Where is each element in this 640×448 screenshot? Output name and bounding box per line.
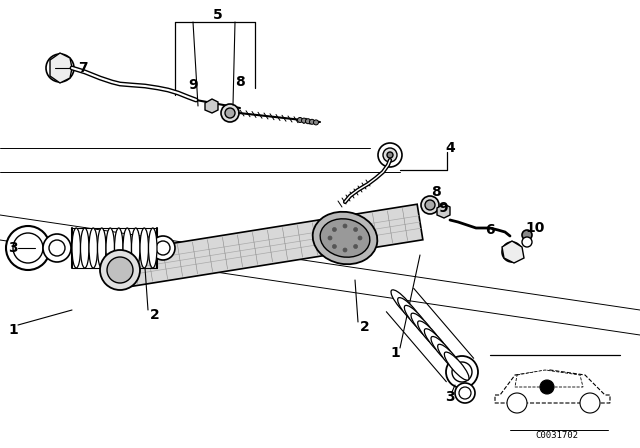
Ellipse shape: [72, 228, 81, 268]
Text: C0031702: C0031702: [536, 431, 579, 439]
Circle shape: [298, 117, 303, 122]
Circle shape: [540, 380, 554, 394]
Ellipse shape: [424, 329, 449, 357]
Circle shape: [107, 257, 133, 283]
Ellipse shape: [438, 344, 462, 372]
Polygon shape: [495, 370, 610, 403]
Polygon shape: [117, 204, 423, 288]
Circle shape: [49, 240, 65, 256]
Circle shape: [156, 241, 170, 255]
Circle shape: [452, 362, 472, 382]
Text: 2: 2: [360, 320, 370, 334]
Ellipse shape: [106, 228, 115, 268]
Ellipse shape: [444, 352, 469, 380]
Circle shape: [100, 250, 140, 290]
Circle shape: [459, 387, 471, 399]
Circle shape: [51, 59, 69, 77]
Polygon shape: [515, 370, 583, 387]
Ellipse shape: [404, 306, 429, 333]
Circle shape: [455, 383, 475, 403]
Ellipse shape: [418, 321, 442, 349]
Ellipse shape: [115, 228, 123, 268]
Ellipse shape: [97, 228, 106, 268]
Ellipse shape: [411, 313, 436, 341]
Circle shape: [425, 200, 435, 210]
Ellipse shape: [320, 219, 370, 257]
Circle shape: [13, 233, 43, 263]
Text: 10: 10: [525, 221, 545, 235]
Circle shape: [332, 228, 337, 232]
Circle shape: [522, 230, 532, 240]
Text: 6: 6: [485, 223, 495, 237]
Text: 8: 8: [235, 75, 245, 89]
Circle shape: [358, 236, 362, 240]
Text: 9: 9: [188, 78, 198, 92]
Text: 1: 1: [8, 323, 18, 337]
Circle shape: [314, 120, 319, 125]
Ellipse shape: [391, 290, 415, 318]
Circle shape: [221, 104, 239, 122]
Circle shape: [387, 152, 393, 158]
Polygon shape: [50, 53, 72, 83]
Circle shape: [151, 236, 175, 260]
Circle shape: [225, 108, 235, 118]
Circle shape: [305, 119, 310, 124]
Circle shape: [328, 236, 332, 240]
Ellipse shape: [81, 228, 89, 268]
Circle shape: [446, 356, 478, 388]
Ellipse shape: [89, 228, 97, 268]
Text: 9: 9: [438, 201, 448, 215]
Circle shape: [6, 226, 50, 270]
Circle shape: [43, 234, 71, 262]
Circle shape: [56, 64, 64, 72]
Circle shape: [343, 248, 347, 252]
Circle shape: [354, 228, 358, 232]
Circle shape: [502, 242, 522, 262]
Polygon shape: [437, 204, 450, 218]
Circle shape: [354, 245, 358, 249]
Text: 1: 1: [390, 346, 400, 360]
Text: 5: 5: [213, 8, 223, 22]
Ellipse shape: [131, 228, 140, 268]
Ellipse shape: [148, 228, 157, 268]
Polygon shape: [502, 241, 524, 263]
Circle shape: [301, 118, 307, 123]
Text: 3: 3: [445, 390, 455, 404]
Circle shape: [378, 143, 402, 167]
Ellipse shape: [397, 297, 422, 326]
Ellipse shape: [123, 228, 131, 268]
Circle shape: [522, 237, 532, 247]
Circle shape: [332, 245, 337, 249]
Ellipse shape: [431, 336, 456, 365]
Text: 2: 2: [150, 308, 160, 322]
Circle shape: [580, 393, 600, 413]
Text: 4: 4: [445, 141, 455, 155]
Circle shape: [46, 54, 74, 82]
Circle shape: [383, 148, 397, 162]
Circle shape: [421, 196, 439, 214]
Ellipse shape: [140, 228, 148, 268]
Ellipse shape: [313, 212, 378, 264]
Circle shape: [507, 393, 527, 413]
Polygon shape: [205, 99, 218, 113]
Circle shape: [310, 119, 314, 124]
Circle shape: [506, 246, 518, 258]
Text: 7: 7: [78, 61, 88, 75]
Text: 3: 3: [8, 241, 18, 255]
Circle shape: [343, 224, 347, 228]
Text: 8: 8: [431, 185, 441, 199]
